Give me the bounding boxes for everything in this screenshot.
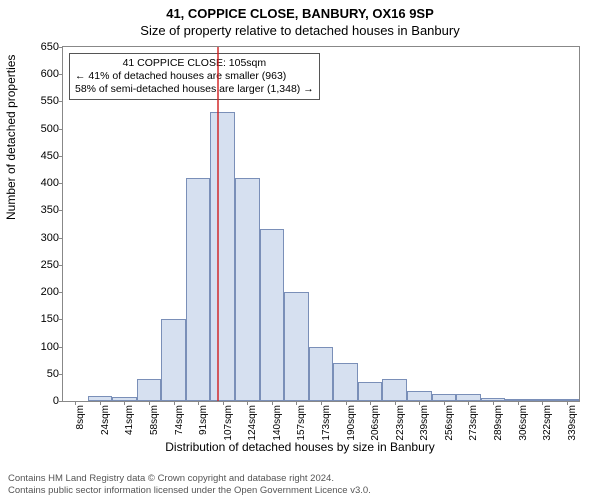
- x-tick-label: 74sqm: [174, 405, 185, 435]
- histogram-bar: [210, 112, 235, 401]
- x-tick-mark: [223, 401, 224, 405]
- footer-attribution: Contains HM Land Registry data © Crown c…: [8, 473, 371, 496]
- y-tick-label: 500: [41, 123, 59, 135]
- x-tick-mark: [346, 401, 347, 405]
- histogram-bar: [333, 363, 358, 401]
- x-tick-mark: [174, 401, 175, 405]
- footer-line-2: Contains public sector information licen…: [8, 485, 371, 496]
- y-tick-mark: [59, 101, 63, 102]
- y-tick-label: 400: [41, 177, 59, 189]
- histogram-bar: [407, 391, 432, 401]
- x-tick-label: 157sqm: [296, 405, 307, 441]
- histogram-bar: [260, 229, 285, 401]
- x-tick-mark: [567, 401, 568, 405]
- histogram-bar: [137, 379, 162, 401]
- x-axis-label: Distribution of detached houses by size …: [0, 440, 600, 454]
- y-tick-mark: [59, 265, 63, 266]
- y-tick-label: 300: [41, 232, 59, 244]
- histogram-bar: [358, 382, 383, 401]
- x-tick-mark: [149, 401, 150, 405]
- y-tick-label: 350: [41, 204, 59, 216]
- x-tick-label: 306sqm: [518, 405, 529, 441]
- x-tick-label: 206sqm: [370, 405, 381, 441]
- x-tick-label: 173sqm: [321, 405, 332, 441]
- y-tick-mark: [59, 47, 63, 48]
- x-tick-mark: [518, 401, 519, 405]
- x-tick-mark: [100, 401, 101, 405]
- y-tick-mark: [59, 292, 63, 293]
- y-tick-label: 450: [41, 150, 59, 162]
- y-tick-label: 650: [41, 41, 59, 53]
- x-tick-label: 256sqm: [444, 405, 455, 441]
- x-tick-mark: [542, 401, 543, 405]
- x-tick-label: 107sqm: [223, 405, 234, 441]
- x-tick-label: 339sqm: [567, 405, 578, 441]
- y-tick-mark: [59, 347, 63, 348]
- histogram-bar: [186, 178, 211, 401]
- x-tick-label: 8sqm: [75, 405, 86, 429]
- histogram-bar: [309, 347, 334, 401]
- y-tick-mark: [59, 374, 63, 375]
- y-tick-label: 250: [41, 259, 59, 271]
- x-tick-label: 91sqm: [198, 405, 209, 435]
- x-tick-label: 223sqm: [395, 405, 406, 441]
- x-tick-mark: [370, 401, 371, 405]
- x-tick-mark: [444, 401, 445, 405]
- y-tick-mark: [59, 183, 63, 184]
- y-tick-mark: [59, 156, 63, 157]
- annotation-line-2: ← 41% of detached houses are smaller (96…: [75, 70, 314, 83]
- annotation-line-1: 41 COPPICE CLOSE: 105sqm: [75, 57, 314, 70]
- x-tick-label: 190sqm: [346, 405, 357, 441]
- x-tick-mark: [395, 401, 396, 405]
- x-tick-mark: [247, 401, 248, 405]
- x-tick-mark: [493, 401, 494, 405]
- y-tick-mark: [59, 210, 63, 211]
- histogram-bar: [284, 292, 309, 401]
- y-tick-mark: [59, 129, 63, 130]
- y-tick-label: 150: [41, 313, 59, 325]
- x-tick-label: 239sqm: [419, 405, 430, 441]
- x-tick-label: 124sqm: [247, 405, 258, 441]
- histogram-plot: 41 COPPICE CLOSE: 105sqm ← 41% of detach…: [62, 46, 580, 402]
- histogram-bar: [161, 319, 186, 401]
- y-tick-mark: [59, 74, 63, 75]
- footer-line-1: Contains HM Land Registry data © Crown c…: [8, 473, 371, 484]
- x-tick-mark: [124, 401, 125, 405]
- x-tick-mark: [296, 401, 297, 405]
- x-tick-label: 24sqm: [100, 405, 111, 435]
- y-tick-label: 600: [41, 68, 59, 80]
- annotation-box: 41 COPPICE CLOSE: 105sqm ← 41% of detach…: [69, 53, 320, 100]
- reference-line: [217, 47, 219, 401]
- x-tick-label: 140sqm: [272, 405, 283, 441]
- x-tick-label: 41sqm: [124, 405, 135, 435]
- page-title: 41, COPPICE CLOSE, BANBURY, OX16 9SP: [0, 0, 600, 21]
- y-axis-label: Number of detached properties: [4, 55, 18, 220]
- y-tick-label: 550: [41, 95, 59, 107]
- x-tick-label: 322sqm: [542, 405, 553, 441]
- x-tick-label: 273sqm: [468, 405, 479, 441]
- y-tick-label: 100: [41, 341, 59, 353]
- y-tick-mark: [59, 401, 63, 402]
- histogram-bar: [235, 178, 260, 401]
- x-tick-mark: [419, 401, 420, 405]
- x-tick-mark: [468, 401, 469, 405]
- x-tick-label: 58sqm: [149, 405, 160, 435]
- x-tick-mark: [321, 401, 322, 405]
- y-tick-label: 200: [41, 286, 59, 298]
- page-subtitle: Size of property relative to detached ho…: [0, 21, 600, 38]
- x-tick-mark: [75, 401, 76, 405]
- y-tick-mark: [59, 319, 63, 320]
- x-tick-mark: [198, 401, 199, 405]
- y-tick-mark: [59, 238, 63, 239]
- annotation-line-3: 58% of semi-detached houses are larger (…: [75, 83, 314, 96]
- x-tick-label: 289sqm: [493, 405, 504, 441]
- histogram-bar: [382, 379, 407, 401]
- x-tick-mark: [272, 401, 273, 405]
- y-tick-label: 50: [47, 368, 59, 380]
